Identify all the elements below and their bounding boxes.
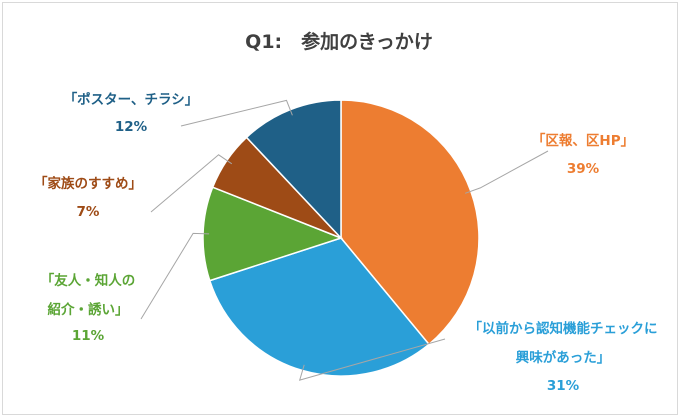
leader-line-4	[150, 154, 233, 213]
slice-label-3-line-2: 紹介・誘い」	[48, 301, 129, 318]
slice-value-5: 12%	[115, 119, 148, 135]
slice-label-4-line-1: 「家族のすすめ」	[34, 175, 142, 192]
slice-label-1-line-1: 「区報、区HP」	[532, 132, 634, 149]
chart-title: Q1: 参加のきっかけ	[245, 30, 433, 53]
slice-value-2: 31%	[547, 378, 580, 394]
leader-line-2	[298, 338, 446, 381]
leader-lines-group	[140, 99, 549, 381]
leader-line-3	[140, 232, 210, 320]
leader-line-1	[465, 150, 549, 194]
slice-value-3: 11%	[72, 328, 105, 344]
chart-frame: Q1: 参加のきっかけ 「区報、区HP」 39% 「以前から認知機能チェックに 興味が…	[2, 2, 678, 415]
pie-chart: Q1: 参加のきっかけ 「区報、区HP」 39% 「以前から認知機能チェックに興味が…	[34, 30, 658, 394]
slice-label-3-line-1: 「友人・知人の	[41, 272, 136, 289]
leader-line-5	[180, 99, 293, 127]
slices-group	[202, 99, 480, 377]
slice-value-1: 39%	[567, 161, 600, 177]
slice-label-5-line-1: 「ポスター、チラシ」	[64, 91, 199, 108]
slice-label-2-line-2: 興味があった」	[516, 349, 611, 366]
slice-label-2-line-1: 「以前から認知機能チェックに	[469, 320, 658, 337]
slice-value-4: 7%	[77, 204, 100, 220]
